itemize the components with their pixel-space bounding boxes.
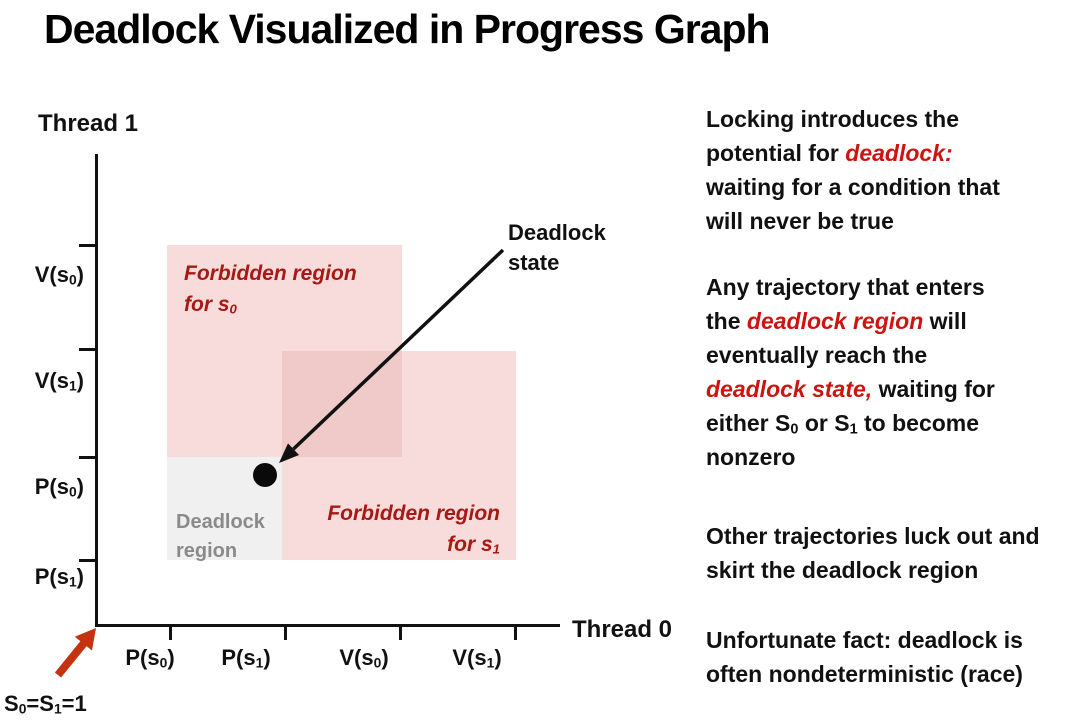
y-tick [79,559,96,562]
x-tick [284,627,287,640]
x-axis-line [95,624,560,627]
note-deadlock-nondeterministic: Unfortunate fact: deadlock is often nond… [706,627,1023,687]
x-tick-label: V(s1) [452,645,502,671]
origin-arrowhead-icon [74,628,96,651]
y-axis-line [95,154,98,626]
y-tick-label: V(s0) [34,262,84,288]
page-title: Deadlock Visualized in Progress Graph [44,6,771,52]
y-tick [79,348,96,351]
y-axis-title: Thread 1 [38,110,139,137]
x-tick-label: V(s0) [339,645,389,671]
origin-arrow [54,640,88,678]
y-tick [79,456,96,459]
note-other-trajectories-luck-out: Other trajectories luck out and skirt th… [706,523,1040,583]
forbidden-region-overlap [282,351,402,457]
origin-initial-condition-label: S0=S1=1 [4,691,87,717]
y-tick [79,244,96,247]
deadlock-state-label: Deadlock state [508,220,606,275]
forbidden-region-s0-label: Forbidden region for s0 [184,262,357,317]
y-tick-label: P(s0) [34,474,84,500]
note-trajectory-enters-deadlock-region: Any trajectory that enters the deadlock … [706,274,995,470]
y-tick-label: P(s1) [34,564,84,590]
deadlock-region-label: Deadlock region [176,511,265,562]
x-tick-label: P(s0) [125,645,175,671]
x-tick [169,627,172,640]
forbidden-region-s1-label: Forbidden region for s1 [327,502,500,557]
x-tick-label: P(s1) [221,645,271,671]
x-tick [514,627,517,640]
y-tick-label: V(s1) [34,368,84,394]
x-axis-title: Thread 0 [572,616,673,643]
note-locking-introduces-deadlock: Locking introduces the potential for dea… [706,106,1000,234]
x-tick [399,627,402,640]
